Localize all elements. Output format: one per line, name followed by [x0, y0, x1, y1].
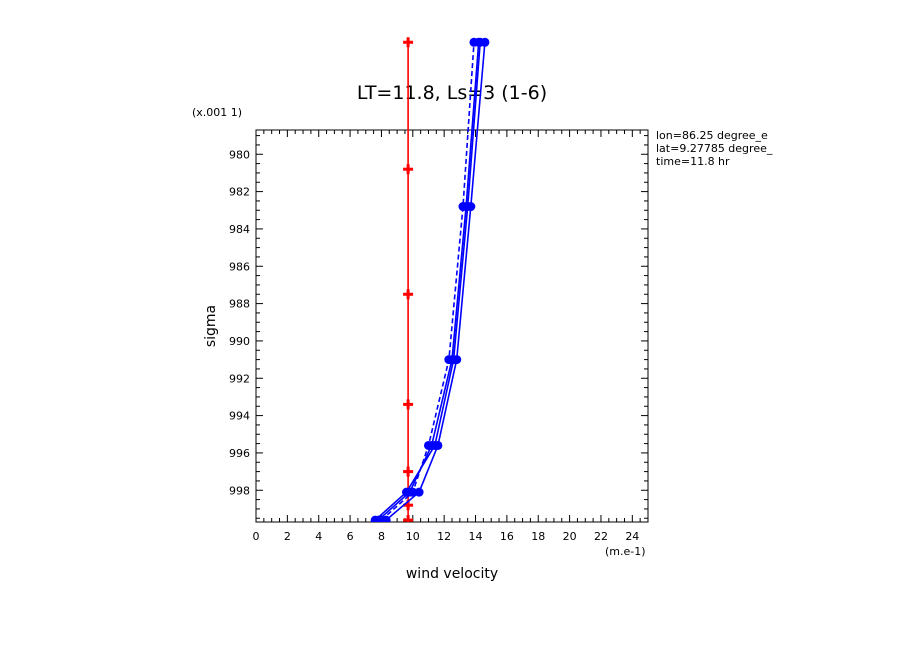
data-point-marker: [402, 487, 412, 497]
x-tick-label: 10: [406, 530, 420, 543]
series-line-3: [385, 42, 486, 521]
data-point-marker: [408, 487, 418, 497]
y-axis-ticks: 980 982 984 986 988 990 992 994 996 998: [229, 135, 648, 519]
info-lon: lon=86.25 degree_e: [656, 129, 768, 142]
data-point-marker: [403, 289, 414, 300]
data-point-marker: [430, 440, 440, 450]
x-tick-label: 16: [500, 530, 514, 543]
data-point-marker: [449, 355, 459, 365]
y-tick-label: 984: [229, 223, 250, 236]
x-tick-label: 8: [378, 530, 385, 543]
x-tick-label: 20: [563, 530, 577, 543]
x-tick-label: 18: [531, 530, 545, 543]
y-tick-label: 988: [229, 298, 250, 311]
data-point-marker: [403, 399, 414, 410]
data-point-marker: [403, 466, 414, 477]
data-point-marker: [403, 37, 414, 48]
x-tick-label: 22: [594, 530, 608, 543]
data-point-marker: [403, 515, 414, 522]
x-tick-label: 12: [437, 530, 451, 543]
y-tick-label: 982: [229, 186, 250, 199]
y-axis-label: sigma: [203, 305, 219, 347]
y-tick-label: 994: [229, 410, 250, 423]
x-axis-ticks: 0 2 4 6 8 10 12 14 16 18 20 22 24: [253, 130, 649, 543]
data-point-marker: [463, 202, 473, 212]
chart-title: LT=11.8, Ls=3 (1-6): [357, 82, 547, 104]
series-line-4: [380, 42, 475, 521]
data-point-marker: [423, 440, 433, 450]
y-tick-label: 996: [229, 447, 250, 460]
plot-frame: [255, 129, 649, 523]
info-time: time=11.8 hr: [656, 155, 730, 168]
x-tick-label: 4: [315, 530, 322, 543]
x-tick-label: 6: [347, 530, 354, 543]
y-scale-note: (x.001 1): [192, 106, 242, 119]
series-line-2: [377, 42, 480, 521]
x-units-label: (m.e-1): [605, 545, 646, 558]
series-line-5: [374, 42, 481, 521]
x-tick-label: 24: [625, 530, 639, 543]
x-tick-label: 2: [284, 530, 291, 543]
data-point-marker: [469, 37, 479, 47]
y-tick-label: 980: [229, 148, 250, 161]
series-layer: [370, 37, 490, 522]
data-point-marker: [414, 487, 424, 497]
x-axis-label: wind velocity: [406, 566, 498, 582]
data-point-marker: [475, 37, 485, 47]
x-tick-label: 14: [469, 530, 483, 543]
info-lat: lat=9.27785 degree_: [656, 142, 773, 155]
y-tick-label: 992: [229, 372, 250, 385]
y-tick-label: 986: [229, 260, 250, 273]
data-point-marker: [403, 164, 414, 175]
y-tick-label: 998: [229, 484, 250, 497]
data-point-marker: [370, 515, 380, 522]
y-tick-label: 990: [229, 335, 250, 348]
x-tick-label: 0: [253, 530, 260, 543]
